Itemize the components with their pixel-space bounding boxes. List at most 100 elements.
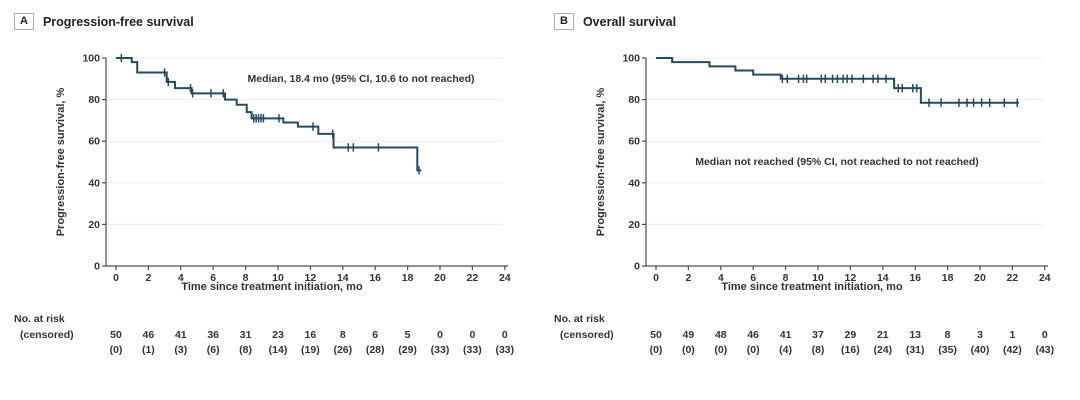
- x-tick-label: 12: [845, 272, 857, 284]
- censored-value: (0): [747, 344, 760, 356]
- panel-b-chart: 0 2 4 6 8 10 12 14 16 18 20 22 24020406080100Progres…: [554, 53, 1054, 357]
- x-tick-label: 22: [1007, 272, 1019, 284]
- panel-progression-free-survival: A Progression-free survival 0 2 4 6 8 10 12 14 1…: [14, 13, 514, 357]
- censored-value: (29): [398, 344, 417, 356]
- at-risk-value: 0: [502, 329, 508, 341]
- x-tick-label: 0: [653, 272, 659, 284]
- x-tick-label: 10: [812, 272, 824, 284]
- x-tick-label: 16: [909, 272, 921, 284]
- x-tick-label: 24: [1039, 272, 1051, 284]
- censored-value: (33): [431, 344, 450, 356]
- censored-value: (26): [333, 344, 352, 356]
- at-risk-value: 6: [372, 329, 378, 341]
- at-risk-value: 50: [650, 329, 662, 341]
- km-curve: [116, 57, 422, 172]
- x-tick-label: 20: [434, 272, 446, 284]
- at-risk-value: 50: [110, 329, 122, 341]
- km-curve: [656, 57, 1019, 104]
- y-axis-label: Progression-free survival, %: [595, 88, 607, 237]
- y-tick-label: 100: [622, 53, 640, 65]
- at-risk-label: No. at risk: [14, 313, 65, 325]
- panel-a-header: A Progression-free survival: [14, 13, 194, 30]
- median-annotation: Median not reached (95% CI, not reached …: [695, 156, 979, 168]
- censored-value: (35): [938, 344, 957, 356]
- median-annotation: Median, 18.4 mo (95% CI, 10.6 to not rea…: [248, 73, 475, 85]
- censored-value: (43): [1035, 344, 1054, 356]
- censored-value: (14): [269, 344, 288, 356]
- at-risk-value: 29: [845, 329, 857, 341]
- censored-value: (16): [841, 344, 860, 356]
- at-risk-value: 5: [405, 329, 411, 341]
- y-tick-label: 20: [628, 219, 640, 231]
- x-tick-label: 20: [974, 272, 986, 284]
- at-risk-value: 31: [240, 329, 252, 341]
- y-tick-label: 80: [88, 94, 100, 106]
- at-risk-value: 8: [340, 329, 346, 341]
- x-tick-label: 4: [718, 272, 724, 284]
- at-risk-value: 3: [977, 329, 983, 341]
- at-risk-value: 41: [780, 329, 792, 341]
- x-tick-label: 18: [942, 272, 954, 284]
- y-tick-label: 40: [88, 177, 100, 189]
- censored-value: (24): [873, 344, 892, 356]
- censored-value: (6): [207, 344, 220, 356]
- x-axis-label: Time since treatment initiation, mo: [181, 281, 363, 293]
- x-axis-label: Time since treatment initiation, mo: [721, 281, 903, 293]
- x-tick-label: 4: [178, 272, 184, 284]
- censored-value: (3): [174, 344, 187, 356]
- censored-value: (40): [971, 344, 990, 356]
- y-tick-label: 100: [82, 53, 100, 65]
- at-risk-value: 46: [143, 329, 155, 341]
- at-risk-label: No. at risk: [554, 313, 605, 325]
- panel-a-chart: 0 2 4 6 8 10 12 14 16 18 20 22 24020406080100Progres…: [14, 53, 514, 357]
- censored-value: (8): [812, 344, 825, 356]
- censored-value: (42): [1003, 344, 1022, 356]
- at-risk-value: 0: [437, 329, 443, 341]
- censored-label: (censored): [560, 329, 614, 341]
- panel-b-title: Overall survival: [582, 14, 677, 29]
- x-tick-label: 6: [210, 272, 216, 284]
- censored-value: (19): [301, 344, 320, 356]
- censored-value: (4): [779, 344, 792, 356]
- x-tick-label: 14: [337, 272, 349, 284]
- censored-value: (28): [366, 344, 385, 356]
- at-risk-value: 49: [683, 329, 695, 341]
- censored-value: (0): [650, 344, 663, 356]
- censored-value: (0): [714, 344, 727, 356]
- censored-value: (33): [495, 344, 514, 356]
- censored-value: (0): [110, 344, 123, 356]
- panel-overall-survival: B Overall survival 0 2 4 6 8 10 12 14 16 18 20 22 24…: [540, 0, 1080, 400]
- panel-b-letter-box: B: [554, 13, 574, 30]
- y-tick-label: 80: [628, 94, 640, 106]
- x-tick-label: 14: [877, 272, 889, 284]
- x-tick-label: 24: [499, 272, 511, 284]
- at-risk-value: 21: [877, 329, 889, 341]
- at-risk-value: 23: [272, 329, 284, 341]
- panel-b-header: B Overall survival: [554, 13, 676, 30]
- x-tick-label: 8: [783, 272, 789, 284]
- y-axis-label: Progression-free survival, %: [55, 88, 67, 237]
- x-tick-label: 10: [272, 272, 284, 284]
- y-tick-label: 20: [88, 219, 100, 231]
- at-risk-value: 8: [945, 329, 951, 341]
- y-tick-label: 0: [634, 261, 640, 273]
- x-tick-label: 22: [467, 272, 479, 284]
- at-risk-value: 46: [747, 329, 759, 341]
- at-risk-value: 0: [469, 329, 475, 341]
- panel-a-title: Progression-free survival: [42, 14, 194, 29]
- y-tick-label: 0: [94, 261, 100, 273]
- x-tick-label: 6: [750, 272, 756, 284]
- x-tick-label: 2: [145, 272, 151, 284]
- x-tick-label: 18: [402, 272, 414, 284]
- y-tick-label: 40: [628, 177, 640, 189]
- x-tick-label: 2: [685, 272, 691, 284]
- at-risk-value: 1: [1009, 329, 1015, 341]
- x-tick-label: 0: [113, 272, 119, 284]
- x-tick-label: 12: [305, 272, 317, 284]
- at-risk-value: 13: [909, 329, 921, 341]
- at-risk-value: 16: [305, 329, 317, 341]
- y-tick-label: 60: [628, 136, 640, 148]
- censored-value: (31): [906, 344, 925, 356]
- at-risk-value: 41: [175, 329, 187, 341]
